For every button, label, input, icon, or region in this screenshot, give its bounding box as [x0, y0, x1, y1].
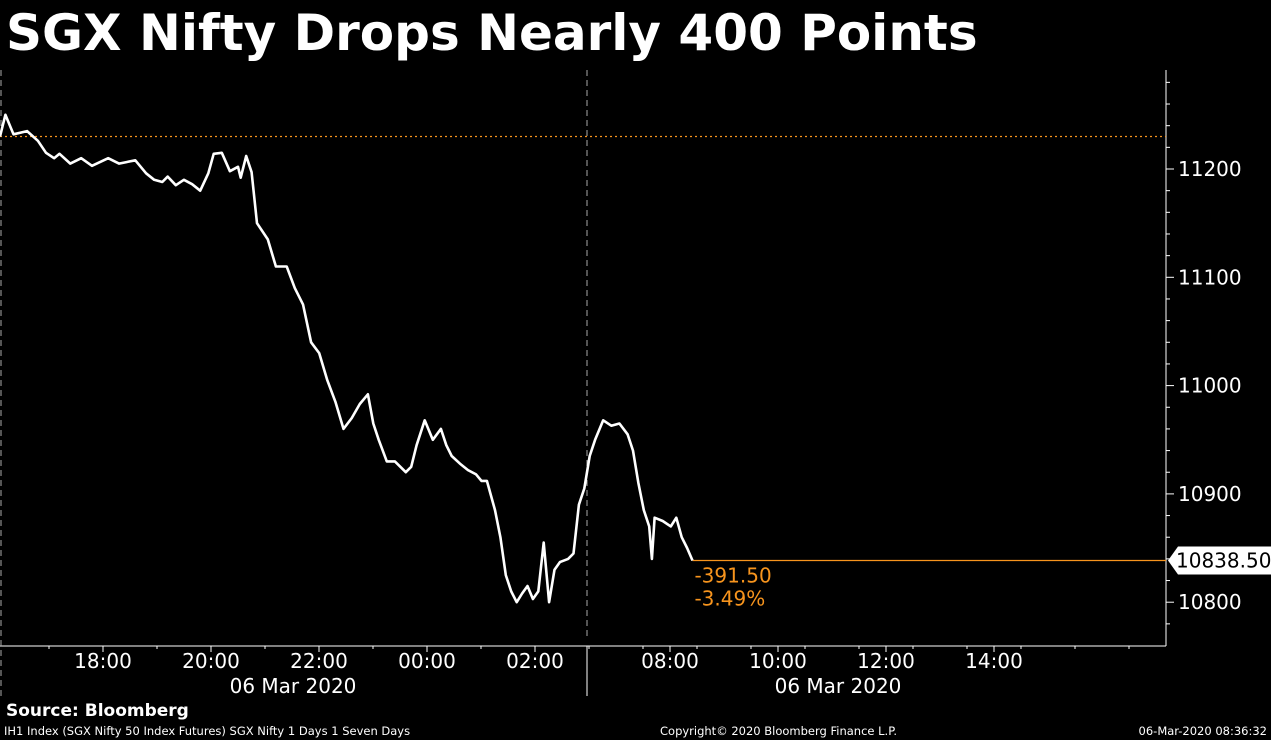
x-tick-label: 10:00 — [749, 649, 807, 673]
last-value-badge — [1168, 546, 1271, 575]
price-series-line — [0, 113, 694, 604]
last-value-label: 10838.50 — [1176, 549, 1271, 573]
change-points-label: -391.50 — [694, 564, 771, 588]
x-tick-label: 00:00 — [398, 649, 456, 673]
y-tick-label: 10900 — [1178, 482, 1242, 506]
x-tick-label: 02:00 — [506, 649, 564, 673]
x-tick-label: 22:00 — [290, 649, 348, 673]
footer-timestamp: 06-Mar-2020 08:36:32 — [1138, 724, 1267, 738]
x-date-label: 06 Mar 2020 — [775, 674, 902, 698]
x-tick-label: 12:00 — [857, 649, 915, 673]
x-tick-label: 18:00 — [74, 649, 132, 673]
chart-title: SGX Nifty Drops Nearly 400 Points — [6, 4, 978, 62]
y-tick-label: 11100 — [1178, 265, 1242, 289]
footer-ticker-description: IH1 Index (SGX Nifty 50 Index Futures) S… — [4, 724, 411, 738]
y-tick-label: 11200 — [1178, 157, 1242, 181]
y-tick-label: 11000 — [1178, 374, 1242, 398]
change-percent-label: -3.49% — [694, 587, 765, 611]
x-tick-label: 20:00 — [182, 649, 240, 673]
x-tick-label: 08:00 — [641, 649, 699, 673]
x-date-label: 06 Mar 2020 — [230, 674, 357, 698]
source-label: Source: Bloomberg — [6, 701, 189, 721]
x-tick-label: 14:00 — [965, 649, 1023, 673]
footer-copyright: Copyright© 2020 Bloomberg Finance L.P. — [660, 724, 897, 738]
y-tick-label: 10800 — [1178, 590, 1242, 614]
